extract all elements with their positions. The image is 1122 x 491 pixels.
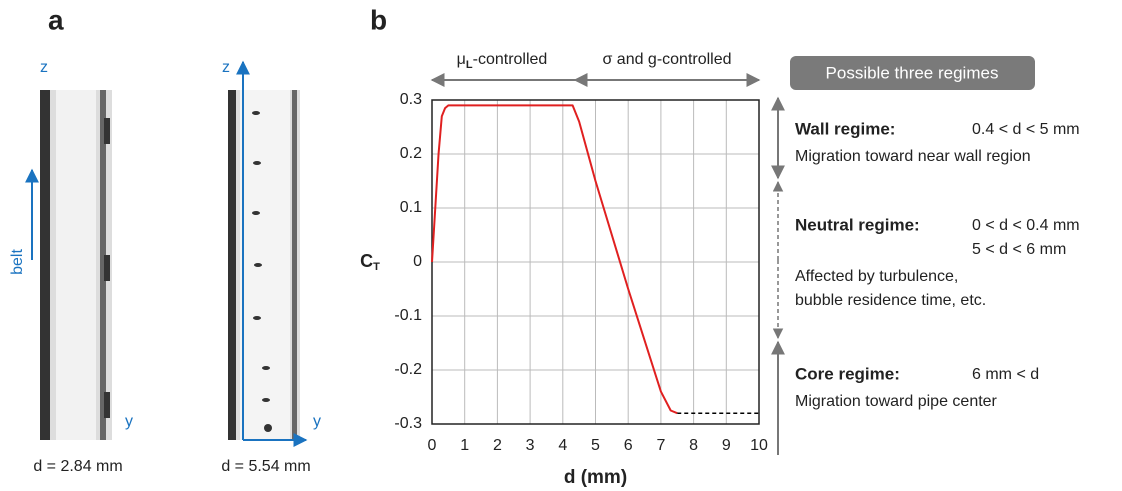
x-tick-label: 3 bbox=[526, 437, 535, 454]
caption: d = 2.84 mm bbox=[33, 458, 122, 475]
x-tick-label: 5 bbox=[591, 437, 600, 454]
text-part: C bbox=[360, 251, 373, 271]
text-part: σ and g-controlled bbox=[602, 51, 731, 68]
photo bbox=[40, 90, 112, 440]
regime-range: 0 < d < 0.4 mm bbox=[972, 217, 1080, 234]
regime-range: 5 < d < 6 mm bbox=[972, 241, 1066, 258]
regime-description: Migration toward pipe center bbox=[795, 393, 998, 410]
x-tick-label: 9 bbox=[722, 437, 731, 454]
axis-label: y bbox=[125, 413, 133, 430]
text-part: μ bbox=[457, 51, 466, 68]
x-tick-label: 8 bbox=[689, 437, 698, 454]
x-tick-label: 4 bbox=[558, 437, 567, 454]
x-axis-label: d (mm) bbox=[564, 467, 627, 488]
y-tick-label: -0.1 bbox=[394, 307, 422, 324]
y-tick-label: 0 bbox=[413, 253, 422, 270]
y-tick-label: 0.2 bbox=[400, 145, 422, 162]
regime-box bbox=[790, 56, 1035, 90]
text-part: L bbox=[466, 59, 473, 71]
belt-label: belt bbox=[9, 249, 26, 275]
regime-list: Wall regime: 0.4 < d < 5 mm Migration towa… bbox=[795, 119, 1080, 410]
y-tick-label: 0.1 bbox=[400, 199, 422, 216]
regime-title: Possible three regimes bbox=[826, 63, 999, 82]
x-tick-label: 6 bbox=[624, 437, 633, 454]
photo bbox=[228, 90, 300, 440]
y-tick-label: 0.3 bbox=[400, 91, 422, 108]
annotation: σ and g-controlled bbox=[602, 51, 731, 68]
data-line bbox=[431, 104, 678, 415]
text-part: -controlled bbox=[473, 51, 548, 68]
caption: d = 5.54 mm bbox=[221, 458, 310, 475]
x-tick-label: 2 bbox=[493, 437, 502, 454]
regime-description: Migration toward near wall region bbox=[795, 148, 1031, 165]
plot: -0.3 -0.2 -0.1 0 0.1 0.2 0.3 0 1 2 3 4 5 6 7 8 9 10 μL-con… bbox=[360, 51, 768, 488]
regime-description: Affected by turbulence, bbox=[795, 268, 958, 285]
panel-label: a bbox=[48, 4, 64, 35]
x-tick-label: 1 bbox=[460, 437, 469, 454]
regime-name: Neutral regime: bbox=[795, 215, 920, 234]
annotation: μL-controlled bbox=[457, 51, 548, 71]
axis-label: y bbox=[313, 413, 321, 430]
text-part: T bbox=[373, 261, 380, 273]
y-tick-label: -0.2 bbox=[394, 361, 422, 378]
regime-name: Core regime: bbox=[795, 364, 900, 383]
annotation: CT bbox=[360, 251, 380, 273]
x-tick-label: 7 bbox=[656, 437, 665, 454]
panel-label: b bbox=[370, 4, 387, 35]
regime-description: bubble residence time, etc. bbox=[795, 292, 986, 309]
axis-label: z bbox=[40, 59, 48, 76]
x-tick-label: 10 bbox=[750, 437, 768, 454]
regime-range: 0.4 < d < 5 mm bbox=[972, 121, 1080, 138]
x-tick-label: 0 bbox=[428, 437, 437, 454]
y-tick-label: -0.3 bbox=[394, 415, 422, 432]
regime-name: Wall regime: bbox=[795, 119, 895, 138]
axis-label: z bbox=[222, 59, 230, 76]
regime-range: 6 mm < d bbox=[972, 366, 1039, 383]
